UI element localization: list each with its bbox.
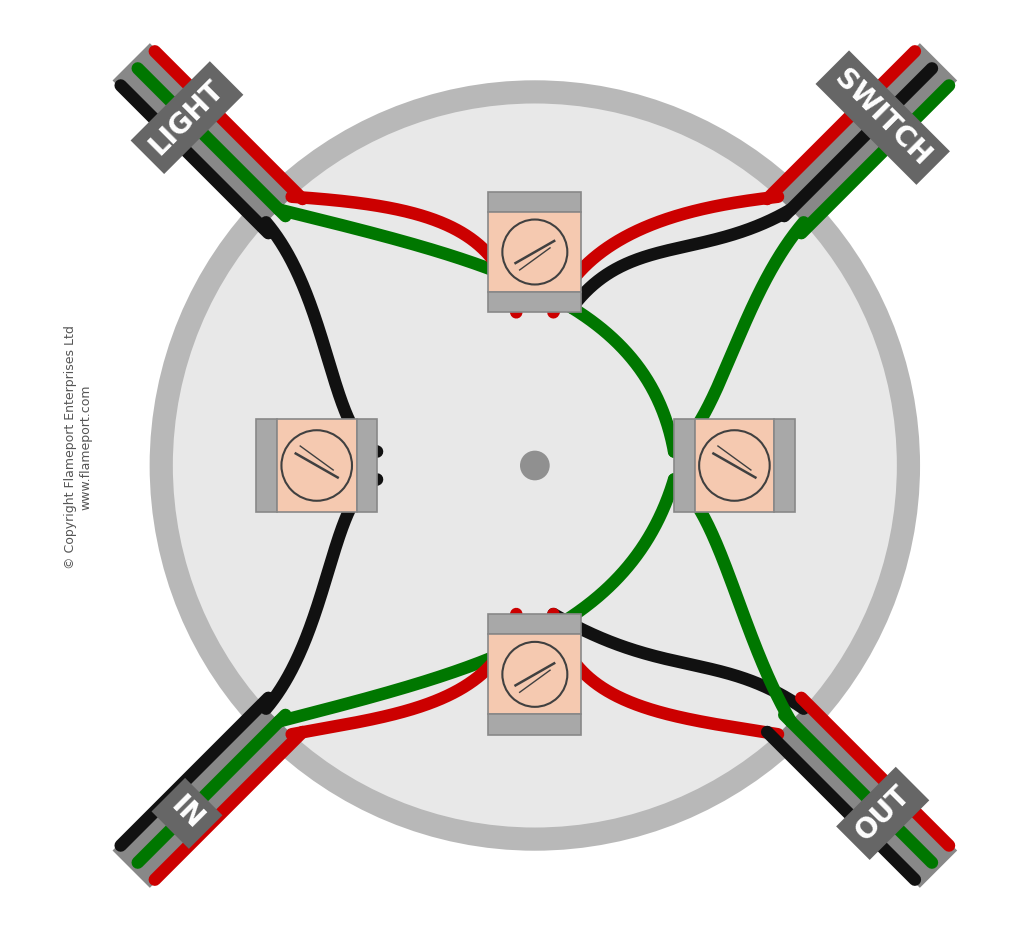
FancyBboxPatch shape	[257, 419, 277, 512]
FancyBboxPatch shape	[489, 212, 581, 292]
FancyBboxPatch shape	[277, 419, 357, 512]
Circle shape	[172, 103, 896, 828]
Text: SWITCH: SWITCH	[829, 64, 936, 171]
FancyBboxPatch shape	[489, 292, 581, 312]
FancyBboxPatch shape	[489, 192, 581, 212]
Text: OUT: OUT	[850, 780, 916, 846]
FancyBboxPatch shape	[775, 419, 795, 512]
Text: © Copyright Flameport Enterprises Ltd
www.flameport.com: © Copyright Flameport Enterprises Ltd ww…	[64, 325, 92, 569]
FancyBboxPatch shape	[695, 419, 775, 512]
Text: LIGHT: LIGHT	[144, 75, 229, 160]
Text: IN: IN	[165, 791, 209, 835]
FancyBboxPatch shape	[357, 419, 377, 512]
FancyBboxPatch shape	[489, 614, 581, 634]
FancyBboxPatch shape	[489, 634, 581, 714]
FancyBboxPatch shape	[489, 714, 581, 735]
FancyBboxPatch shape	[674, 419, 695, 512]
Circle shape	[520, 451, 550, 480]
Circle shape	[150, 80, 920, 851]
